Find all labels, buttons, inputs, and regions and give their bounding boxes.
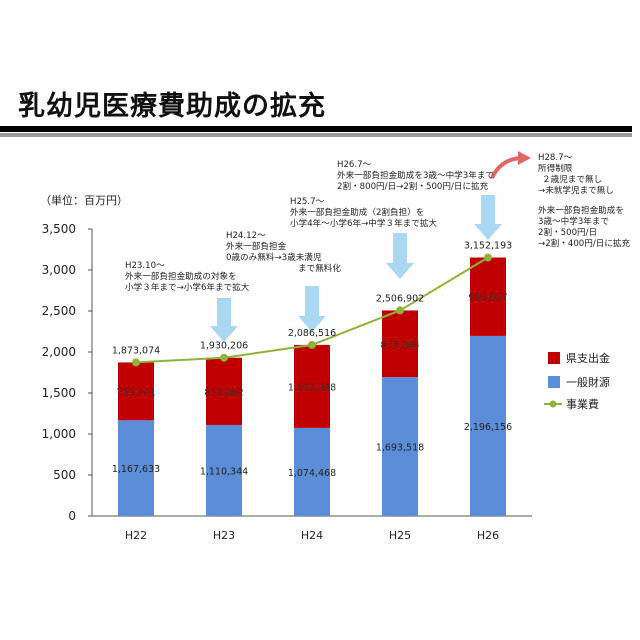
y-tick-label: 0 (68, 509, 76, 523)
annotation-line: →2割・400円/日に拡充 (538, 239, 631, 249)
annotation-h26: H26.7～ 外来一部負担金助成を3歳～中学3年まで 2割・800円/日→2割・50… (337, 160, 494, 193)
annotation-h23: H23.10～ 外来一部負担金助成の対象を 小学３年まで→小学6年まで拡大 (125, 261, 249, 294)
data-label-prefecture: 813,384 (380, 340, 419, 351)
line-point (308, 340, 316, 349)
bar-prefecture (294, 344, 330, 428)
annotation-line: →未就学児まで無し (538, 186, 614, 196)
data-label-total: 3,152,193 (464, 241, 512, 252)
bar-prefecture (206, 357, 242, 425)
annotation-h25: H25.7～ 外来一部負担金助成（2割負担）を 小学4年～小学6年→中学３年まで拡大 (290, 197, 437, 230)
bar-prefecture (470, 257, 506, 336)
annotation-line: H23.10～ (125, 261, 165, 271)
data-label-general: 1,074,468 (288, 468, 336, 479)
x-tick-label: H25 (389, 529, 411, 542)
line-point (220, 353, 228, 362)
down-arrow-icon (474, 195, 502, 240)
legend-marker-total (549, 400, 557, 408)
bar-general-fund (118, 420, 154, 516)
unit-label: （単位：百万円） (40, 193, 128, 207)
data-label-general: 2,196,156 (464, 422, 512, 433)
data-label-prefecture: 819,862 (204, 387, 243, 398)
y-tick-label: 1,500 (42, 386, 76, 400)
annotation-h28b: 外来一部負担金助成を 3歳～中学3年まで 2割・500円/日 →2割・400円/日に拡… (538, 206, 630, 250)
data-label-general: 1,693,518 (376, 443, 424, 454)
data-label-prefecture: 956,037 (468, 293, 507, 304)
y-tick-label: 500 (53, 468, 76, 482)
x-tick-label: H26 (477, 529, 499, 542)
legend-swatch-prefecture (548, 352, 560, 364)
y-tick-label: 1,000 (42, 427, 76, 441)
y-tick-label: 2,500 (42, 304, 76, 318)
x-tick-label: H22 (125, 529, 147, 542)
annotation-line: 3歳～中学3年まで (538, 217, 610, 227)
data-label-total: 1,873,074 (112, 345, 160, 356)
annotation-line: 外来一部負担金助成の対象を (125, 272, 237, 282)
annotation-line: H26.7～ (337, 160, 372, 170)
data-label-prefecture: 1,012,048 (288, 382, 336, 393)
annotation-h28: H28.7～ 所得制限 ２歳児まで無し →未就学児まで無し (538, 153, 614, 197)
annotation-line: 外来一部負担金助成を3歳～中学3年まで (337, 171, 495, 181)
bar-general-fund (294, 427, 330, 516)
bar-general-fund (382, 377, 418, 516)
title-underline-black (0, 126, 632, 132)
line-point (484, 253, 492, 262)
data-label-total: 1,930,206 (200, 341, 248, 352)
annotation-line: H28.7～ (538, 153, 573, 163)
x-tick-label: H24 (301, 529, 323, 542)
x-tick-label: H23 (213, 529, 235, 542)
down-arrow-icon (386, 233, 414, 279)
annotation-line: 2割・800円/日→2割・500円/日に拡充 (337, 182, 489, 192)
data-label-total: 2,086,516 (288, 328, 336, 339)
annotation-h24: H24.12～ 外来一部負担金 0歳のみ無料→3歳未満児 まで無料化 (226, 231, 341, 275)
legend-label: 事業費 (566, 397, 599, 411)
down-arrow-icon (210, 298, 238, 342)
title-underline-gray (0, 133, 632, 137)
arrowhead-icon (518, 151, 531, 165)
annotation-line: 小学4年～小学6年→中学３年まで拡大 (290, 219, 438, 229)
data-label-general: 1,167,633 (112, 464, 160, 475)
legend-swatch-general (548, 376, 560, 388)
line-point (132, 358, 140, 367)
data-label-prefecture: 705,441 (116, 387, 155, 398)
bar-general-fund (470, 335, 506, 516)
bar-prefecture (382, 310, 418, 378)
annotation-line: 2割・500円/日 (538, 228, 598, 238)
y-tick-label: 3,000 (42, 263, 76, 277)
data-label-total: 2,506,902 (376, 293, 424, 304)
annotation-line: 所得制限 (538, 164, 573, 174)
legend-label: 一般財源 (566, 375, 610, 389)
annotation-line: 0歳のみ無料→3歳未満児 (226, 253, 322, 263)
annotation-line: 外来一部負担金助成を (538, 206, 624, 216)
annotation-line: 外来一部負担金 (226, 242, 287, 252)
annotation-line: H25.7～ (290, 197, 325, 207)
down-arrow-icon (298, 286, 326, 332)
data-label-general: 1,110,344 (200, 466, 248, 477)
bar-general-fund (206, 424, 242, 516)
bar-prefecture (118, 362, 154, 421)
curved-arrow-icon (490, 156, 521, 179)
page-title: 乳幼児医療費助成の拡充 (18, 91, 326, 122)
legend-label: 県支出金 (566, 351, 610, 365)
annotation-line: 外来一部負担金助成（2割負担）を (290, 208, 425, 218)
y-tick-label: 2,000 (42, 345, 76, 359)
y-tick-label: 3,500 (42, 222, 76, 236)
annotation-line: まで無料化 (298, 264, 341, 274)
annotation-line: H24.12～ (226, 231, 266, 241)
line-point (396, 306, 404, 315)
annotation-line: 小学３年まで→小学6年まで拡大 (125, 283, 250, 293)
annotation-line: ２歳児まで無し (542, 175, 603, 185)
